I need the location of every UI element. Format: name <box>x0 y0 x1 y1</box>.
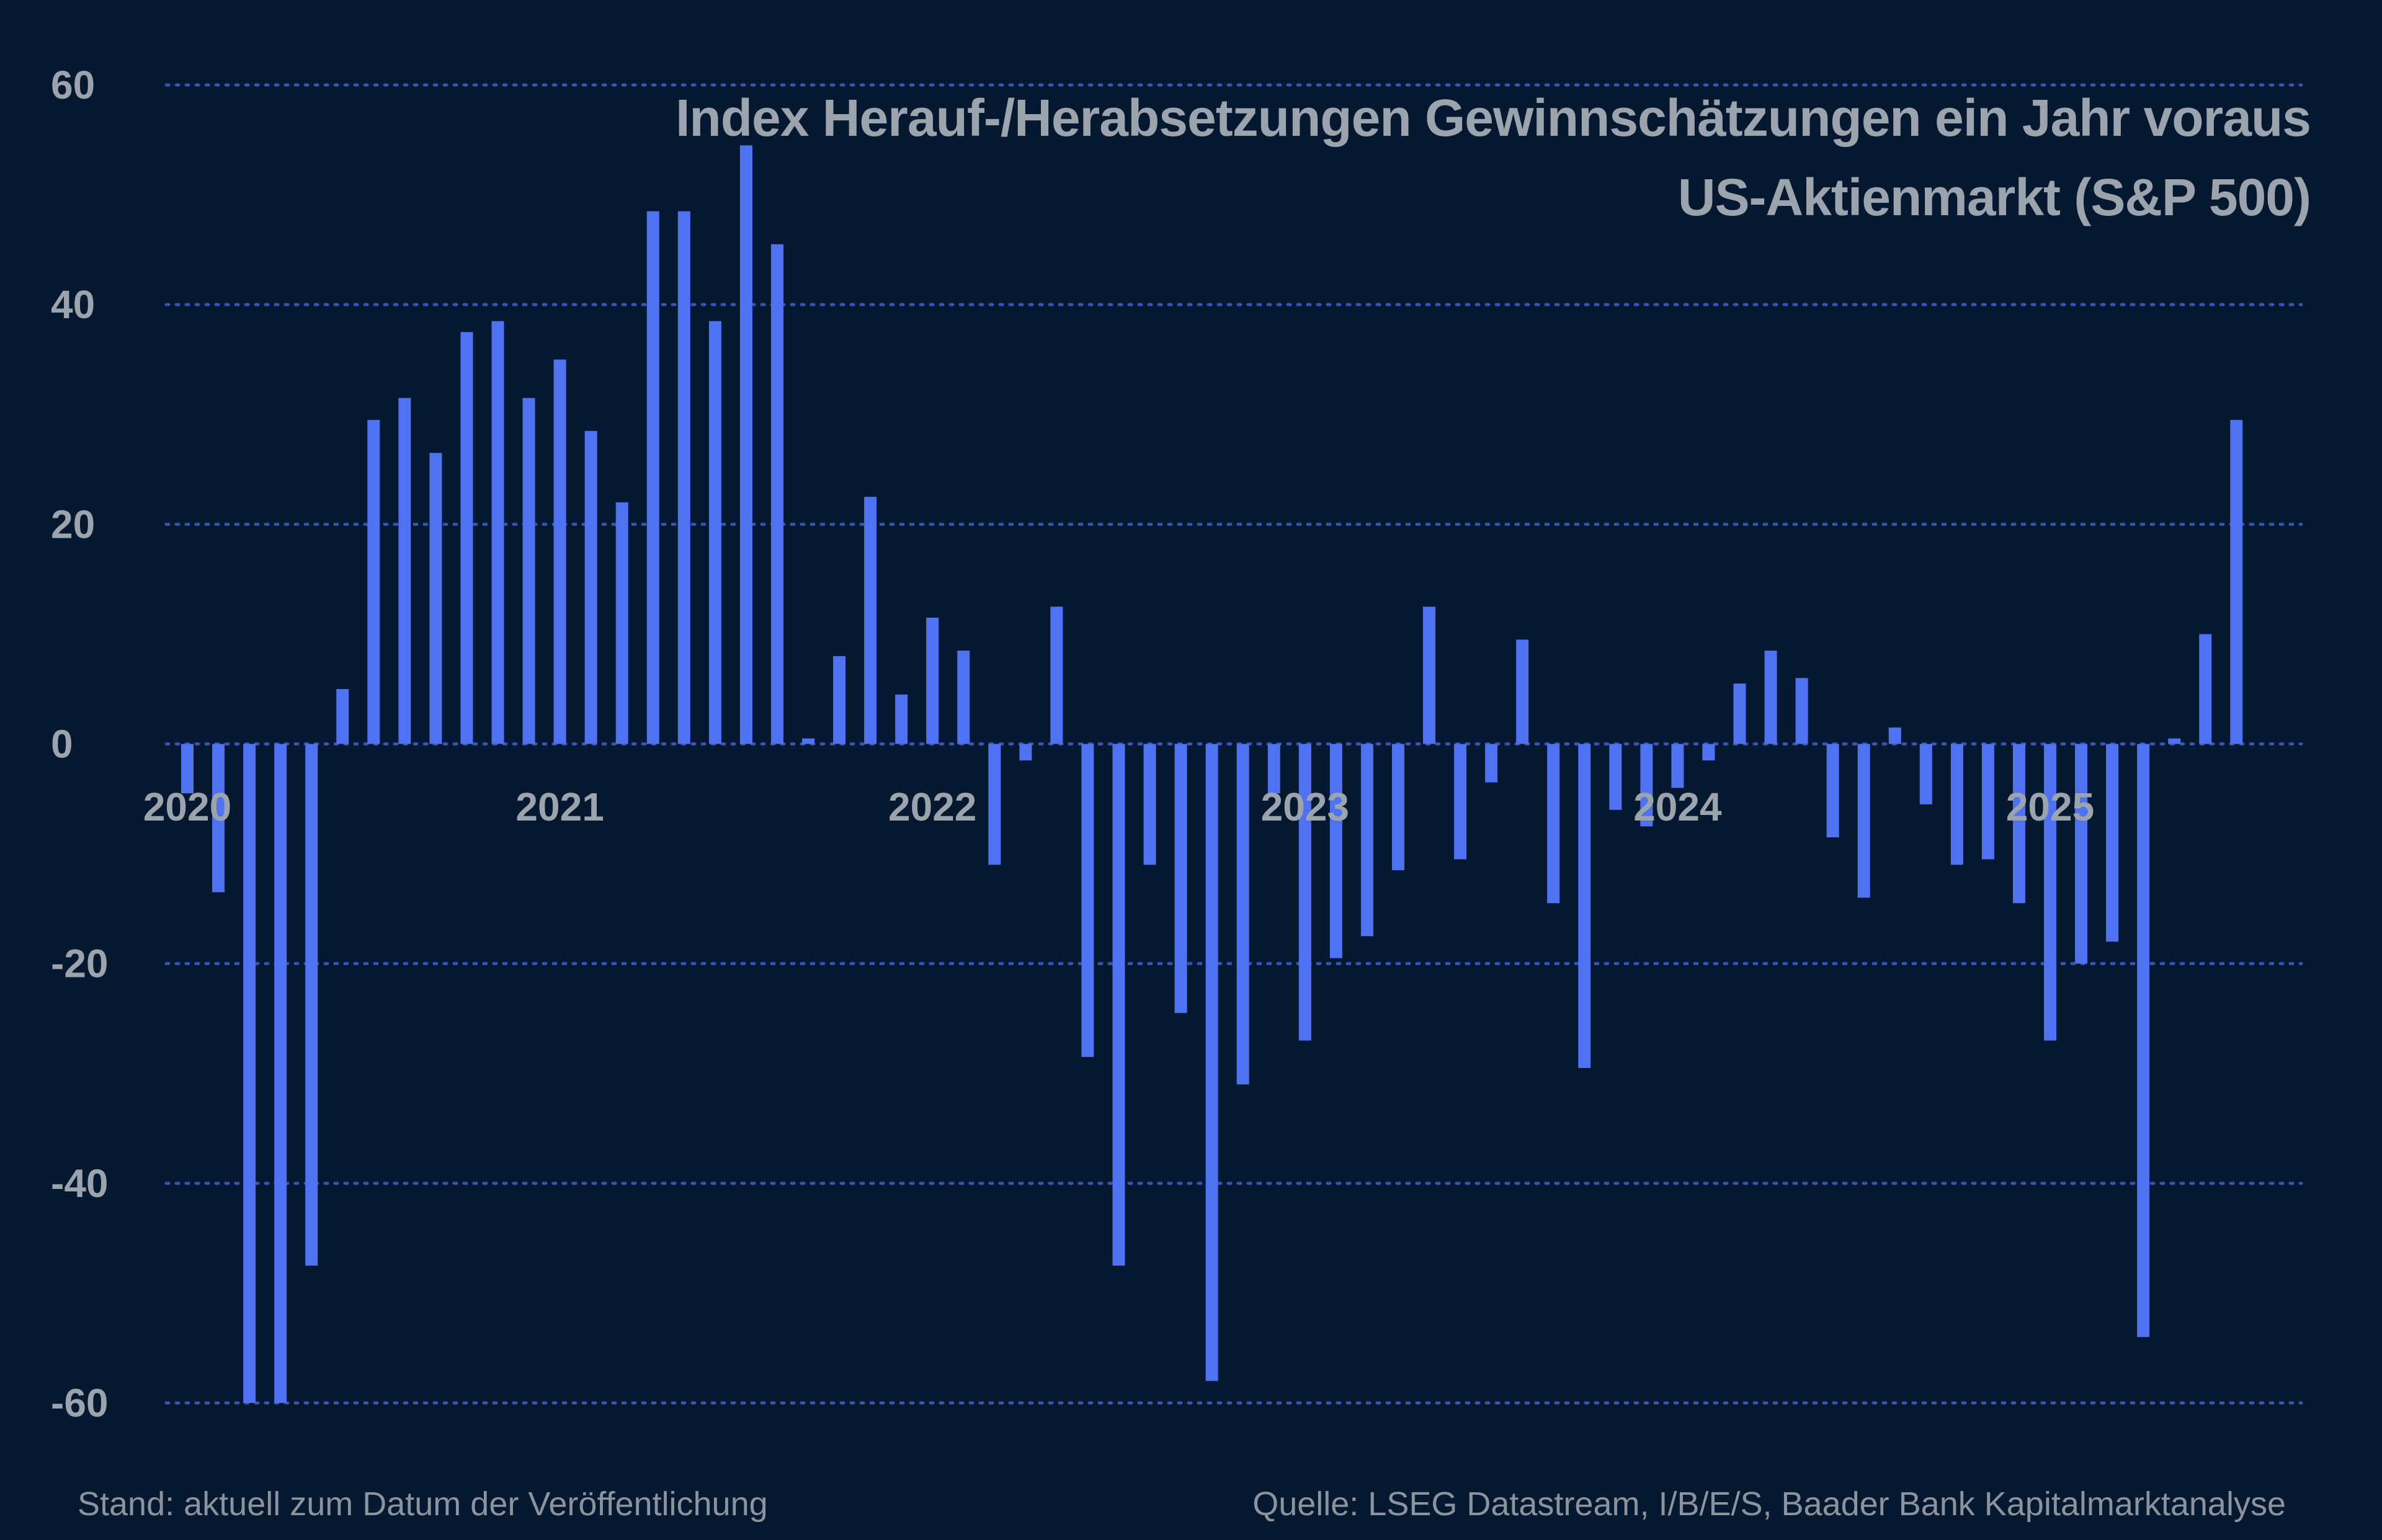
bar <box>429 453 442 744</box>
bar <box>1267 744 1280 794</box>
bar <box>398 398 411 744</box>
bar <box>1547 744 1560 904</box>
bar <box>708 321 721 744</box>
bar <box>615 502 628 744</box>
bar <box>367 420 380 744</box>
bar <box>739 145 752 744</box>
y-tick-label: 40 <box>51 282 95 327</box>
x-tick-label: 2024 <box>1633 785 1722 829</box>
bar <box>2044 744 2056 1041</box>
bar <box>988 744 1001 865</box>
y-axis-ticks: 60 40 20 0 -20 -40 -60 <box>51 63 109 1425</box>
bar <box>802 738 814 744</box>
bar <box>1298 744 1311 1041</box>
gridlines <box>164 83 2303 1405</box>
bar <box>1981 744 1994 860</box>
bar <box>1888 727 1901 744</box>
bars <box>181 145 2243 1403</box>
bar <box>1578 744 1591 1068</box>
x-tick-label: 2023 <box>1261 785 1349 829</box>
bar <box>1764 650 1777 744</box>
bar <box>1733 683 1746 744</box>
bar <box>1329 744 1342 958</box>
bar <box>2106 744 2119 942</box>
chart-subtitle: US-Aktienmarkt (S&P 500) <box>1677 168 2311 226</box>
bar <box>1143 744 1156 865</box>
bar <box>1919 744 1932 804</box>
bar <box>2199 634 2212 744</box>
bar <box>770 244 783 744</box>
bar <box>1236 744 1249 1085</box>
bar <box>1857 744 1870 898</box>
footer-note: Stand: aktuell zum Datum der Veröffentli… <box>78 1485 768 1523</box>
bar <box>1391 744 1404 871</box>
y-tick-label: 20 <box>51 502 95 546</box>
bar <box>553 359 566 744</box>
bar <box>1019 744 1032 761</box>
footer-source: Quelle: LSEG Datastream, I/B/E/S, Baader… <box>1252 1485 2286 1523</box>
bar <box>274 744 287 1403</box>
bar <box>1050 607 1063 744</box>
bar <box>833 656 846 744</box>
bar <box>243 744 256 1403</box>
y-tick-label: -60 <box>51 1381 109 1425</box>
bar <box>305 744 318 1266</box>
bar <box>1454 744 1467 860</box>
bar <box>957 650 970 744</box>
bar <box>336 688 349 744</box>
x-tick-label: 2025 <box>2006 785 2094 829</box>
bar <box>460 332 473 744</box>
bar <box>926 617 939 744</box>
bar <box>1950 744 1963 865</box>
bar <box>1795 678 1808 744</box>
bar <box>1360 744 1373 937</box>
bar <box>1485 744 1498 783</box>
bar <box>522 398 535 744</box>
bar <box>895 694 908 744</box>
y-tick-label: -20 <box>51 941 109 986</box>
bar <box>1609 744 1622 810</box>
bar <box>2137 744 2150 1337</box>
bar <box>1702 744 1715 761</box>
y-tick-label: -40 <box>51 1161 109 1206</box>
x-axis-ticks: 2020 2021 2022 2023 2024 2025 <box>143 785 2094 829</box>
bar <box>864 497 877 744</box>
bar <box>2168 738 2181 744</box>
bar <box>2230 420 2243 744</box>
bar <box>677 211 690 744</box>
x-tick-label: 2020 <box>143 785 231 829</box>
bar <box>1826 744 1839 838</box>
bar <box>1112 744 1125 1266</box>
y-tick-label: 60 <box>51 63 95 107</box>
bar <box>646 211 659 744</box>
bar <box>212 744 225 892</box>
bar <box>2075 744 2088 964</box>
bar <box>1640 744 1653 827</box>
x-tick-label: 2022 <box>888 785 976 829</box>
x-tick-label: 2021 <box>515 785 604 829</box>
bar <box>584 430 597 744</box>
y-tick-label: 0 <box>51 722 73 767</box>
bar <box>1423 607 1435 744</box>
bar <box>1205 744 1218 1381</box>
bar <box>2012 744 2025 904</box>
chart-title: Index Herauf-/Herabsetzungen Gewinnschät… <box>676 89 2311 147</box>
bar <box>1174 744 1187 1013</box>
bar <box>1671 744 1684 788</box>
bar <box>181 744 194 794</box>
bar <box>1081 744 1094 1057</box>
bar <box>1516 639 1529 744</box>
bar <box>491 321 504 744</box>
